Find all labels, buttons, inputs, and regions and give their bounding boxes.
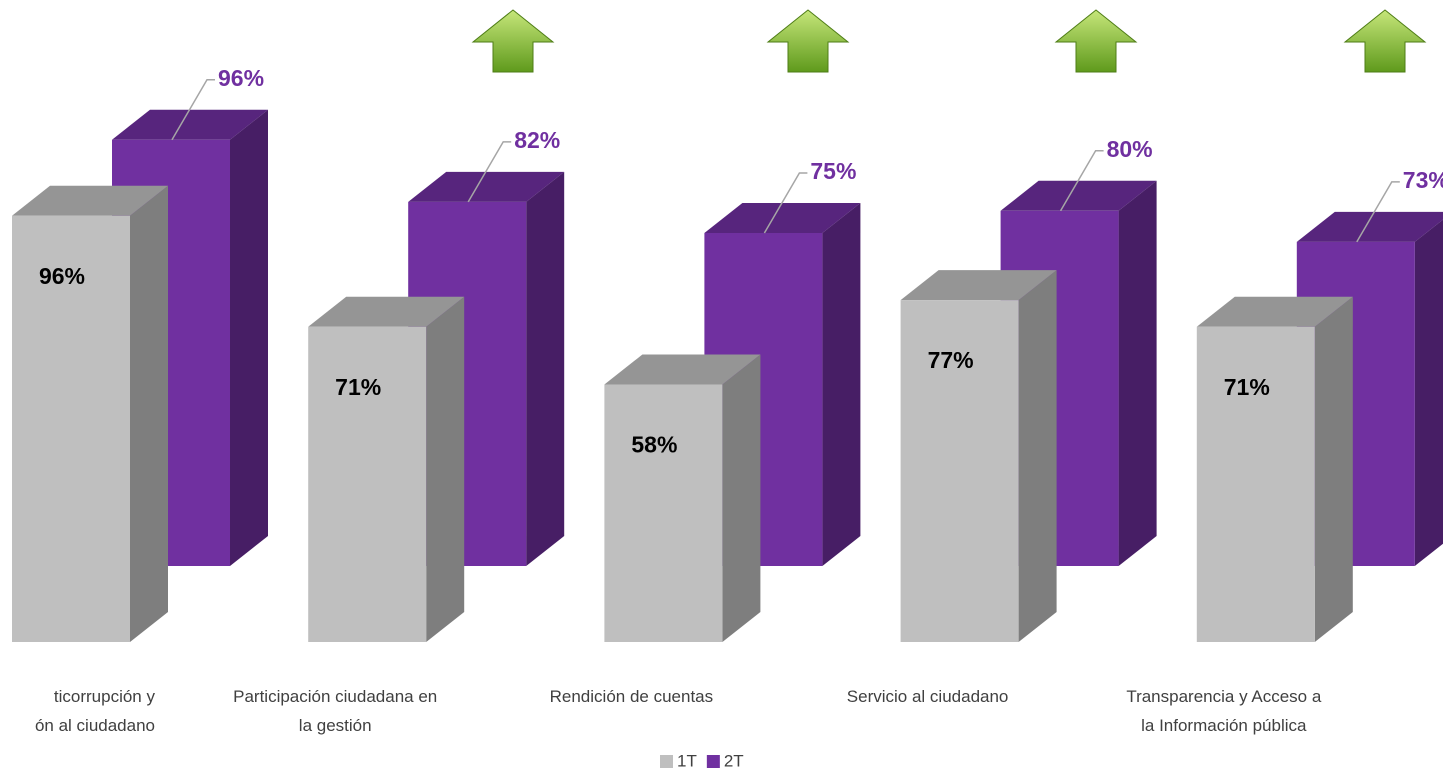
legend-swatch xyxy=(660,755,673,768)
bar xyxy=(1196,326,1315,642)
increase-arrows xyxy=(471,9,1427,73)
bar-side xyxy=(1118,180,1157,567)
legend-swatch xyxy=(706,755,720,768)
bar-top xyxy=(408,171,565,202)
leader-line xyxy=(171,79,215,141)
bar xyxy=(12,215,130,642)
leader-line xyxy=(763,172,808,234)
data-label: 77% xyxy=(928,347,974,373)
data-label: 73% xyxy=(1403,167,1443,193)
legend-label: 2T xyxy=(724,751,744,770)
bar-top xyxy=(1000,180,1157,211)
leader-line xyxy=(1059,150,1104,212)
data-label: 58% xyxy=(631,432,677,458)
bar-top xyxy=(704,203,861,233)
bar xyxy=(308,326,427,642)
bar-side xyxy=(822,203,861,566)
bar-side xyxy=(526,171,565,567)
data-label: 80% xyxy=(1107,136,1153,162)
data-label: 96% xyxy=(39,263,85,289)
bar-side xyxy=(230,109,268,566)
x-tick-label: Participación ciudadana en la gestión xyxy=(233,687,438,735)
bar-top xyxy=(1196,296,1353,327)
arrow xyxy=(766,9,850,73)
bar-top xyxy=(604,354,761,385)
x-tick-label: Rendición de cuentas xyxy=(549,687,714,706)
arrow xyxy=(1054,9,1138,73)
bar-side xyxy=(1414,219,1443,566)
arrow xyxy=(1343,9,1427,73)
leader-line xyxy=(467,141,512,203)
bar-top xyxy=(1296,211,1443,242)
bar-side xyxy=(426,296,465,642)
data-label: 71% xyxy=(1224,374,1270,400)
bar-top xyxy=(308,296,465,327)
x-tick-label: Transparencia y Acceso a la Información … xyxy=(1126,687,1322,735)
bar-side xyxy=(722,354,761,642)
legend-label: 1T xyxy=(677,751,697,770)
arrow xyxy=(471,9,555,73)
data-label: 71% xyxy=(335,374,381,400)
x-tick-label: ticorrupción y ón al ciudadano xyxy=(34,687,155,735)
bar xyxy=(604,384,723,642)
bar-side xyxy=(1314,296,1353,642)
data-label: 82% xyxy=(514,127,560,153)
bar-top xyxy=(112,109,268,140)
bar-top xyxy=(900,270,1057,301)
bar xyxy=(900,300,1019,642)
x-tick-label: Servicio al ciudadano xyxy=(846,687,1009,706)
data-label: 75% xyxy=(810,158,856,184)
bar-side xyxy=(1018,270,1057,642)
bar-top xyxy=(12,185,168,216)
leader-line xyxy=(1356,181,1400,243)
data-label: 96% xyxy=(218,65,264,91)
bar-side xyxy=(130,185,168,642)
